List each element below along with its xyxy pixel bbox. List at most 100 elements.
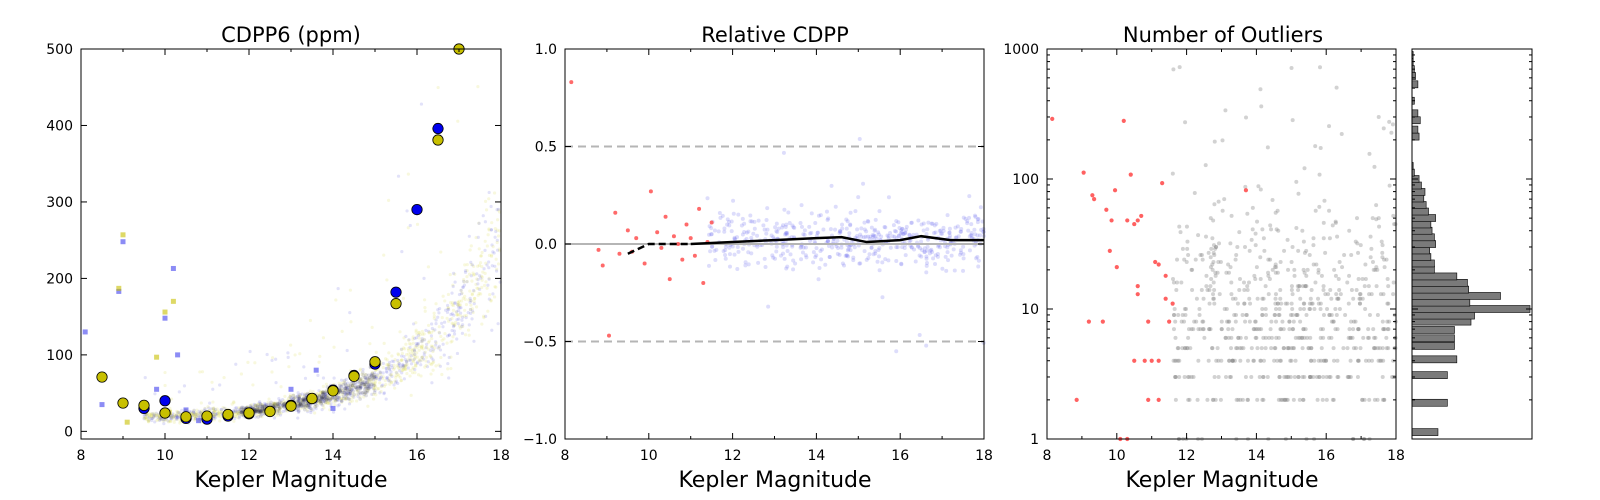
relative-cdpp-background-point	[940, 231, 945, 236]
cdpp6-background-point	[480, 278, 484, 282]
cdpp6-background-point	[407, 358, 411, 362]
cdpp6-background-point	[334, 396, 338, 400]
cdpp6-binned-point	[306, 392, 318, 405]
cdpp6-background-point	[373, 382, 377, 386]
cdpp6-background-point	[449, 355, 453, 359]
cdpp6-background-point	[212, 414, 216, 418]
cdpp6-background-point	[465, 279, 469, 284]
outliers-background-point	[1333, 307, 1338, 311]
cdpp6-background-point	[193, 413, 198, 417]
relative-cdpp-point	[606, 333, 611, 338]
cdpp6-background-point	[387, 360, 392, 365]
cdpp6-background-point	[374, 393, 378, 397]
cdpp6-background-point	[367, 383, 371, 387]
cdpp6-background-point	[195, 408, 199, 412]
cdpp6-background-point	[346, 383, 350, 387]
cdpp6-background-point	[144, 415, 148, 420]
cdpp6-background-point	[214, 412, 218, 417]
cdpp6-background-point	[327, 401, 332, 406]
cdpp6-background-point	[142, 417, 146, 421]
cdpp6-background-point	[489, 299, 493, 303]
outliers-background-point	[1253, 243, 1258, 248]
cdpp6-background-point	[342, 380, 346, 384]
relative-cdpp-background-point	[774, 221, 779, 226]
cdpp6-background-point	[482, 314, 486, 318]
cdpp6-background-point	[402, 377, 406, 381]
cdpp6-background-point	[147, 415, 151, 420]
outliers-background-point	[1260, 312, 1265, 317]
cdpp6-background-point	[350, 388, 354, 392]
cdpp6-background-point	[270, 358, 274, 363]
cdpp6-background-point	[347, 392, 352, 396]
cdpp6-background-point	[150, 416, 154, 421]
outliers-background-point	[1275, 208, 1280, 213]
cdpp6-background-point	[437, 344, 442, 348]
cdpp6-background-point	[385, 375, 390, 379]
cdpp6-background-point	[469, 299, 473, 303]
y-tick-label: 0	[64, 424, 73, 440]
cdpp6-background-point	[303, 392, 307, 396]
relative-cdpp-background-point	[755, 233, 760, 238]
cdpp6-background-point	[482, 315, 486, 320]
cdpp6-background-point	[210, 380, 214, 384]
histogram-bar	[1411, 272, 1458, 281]
cdpp6-background-point	[238, 410, 242, 414]
cdpp6-background-point	[305, 408, 309, 412]
cdpp6-background-point	[213, 410, 217, 414]
cdpp6-background-point	[389, 373, 393, 377]
cdpp6-background-point	[384, 357, 388, 361]
outliers-background-point	[1273, 270, 1278, 275]
outliers-background-point	[1223, 108, 1228, 113]
outliers-background-point	[1211, 292, 1216, 297]
cdpp6-binned-point	[369, 356, 381, 368]
outliers-point	[1074, 397, 1079, 402]
y-tick-label: 100	[1012, 172, 1039, 188]
relative-cdpp-point	[684, 222, 689, 227]
cdpp6-background-point	[416, 342, 420, 346]
outliers-background-point	[1314, 262, 1319, 267]
relative-cdpp-background-point	[976, 264, 981, 269]
outliers-background-point	[1212, 374, 1217, 379]
outliers-background-point	[1212, 301, 1217, 306]
relative-cdpp-background-point	[729, 219, 734, 224]
cdpp6-background-point	[191, 410, 196, 414]
relative-cdpp-background-point	[798, 220, 803, 225]
cdpp6-background-point	[277, 407, 281, 411]
outliers-background-point	[1218, 397, 1223, 402]
cdpp6-background-point	[173, 417, 177, 422]
relative-cdpp-background-point	[787, 220, 792, 225]
cdpp6-background-point	[463, 294, 467, 298]
cdpp6-background-point	[369, 378, 373, 382]
y-tick-label: 1.0	[535, 42, 557, 58]
relative-cdpp-background-point	[952, 268, 957, 273]
cdpp6-background-point	[175, 417, 180, 421]
cdpp6-background-point	[329, 396, 333, 401]
outliers-background-point	[1203, 163, 1208, 168]
outliers-background-point	[1252, 273, 1257, 278]
cdpp6-background-point	[448, 317, 452, 322]
outliers-background-point	[1217, 292, 1222, 297]
relative-cdpp-background-point	[846, 246, 851, 251]
cdpp6-background-point	[431, 358, 435, 362]
outliers-background-point	[1248, 301, 1253, 306]
outliers-background-point	[1289, 259, 1294, 264]
cdpp6-background-point	[349, 320, 353, 324]
cdpp6-background-point	[233, 410, 237, 414]
cdpp6-outlier-square	[99, 402, 105, 408]
outliers-background-point	[1308, 335, 1313, 340]
cdpp6-background-point	[357, 392, 361, 396]
cdpp6-background-point	[426, 265, 431, 269]
cdpp6-background-point	[477, 221, 481, 226]
cdpp6-background-point	[422, 337, 426, 342]
relative-cdpp-background-point	[705, 196, 710, 201]
cdpp6-background-point	[404, 342, 408, 346]
cdpp6-background-point	[421, 347, 425, 351]
outliers-background-point	[1272, 346, 1277, 351]
relative-cdpp-background-point	[900, 226, 905, 231]
histogram-bar	[1411, 132, 1420, 141]
histogram-bars	[1411, 51, 1531, 436]
relative-cdpp-background-point	[857, 261, 862, 266]
outliers-background-point	[1339, 131, 1344, 136]
cdpp6-background-point	[363, 384, 367, 388]
outliers-background-point	[1387, 183, 1392, 188]
